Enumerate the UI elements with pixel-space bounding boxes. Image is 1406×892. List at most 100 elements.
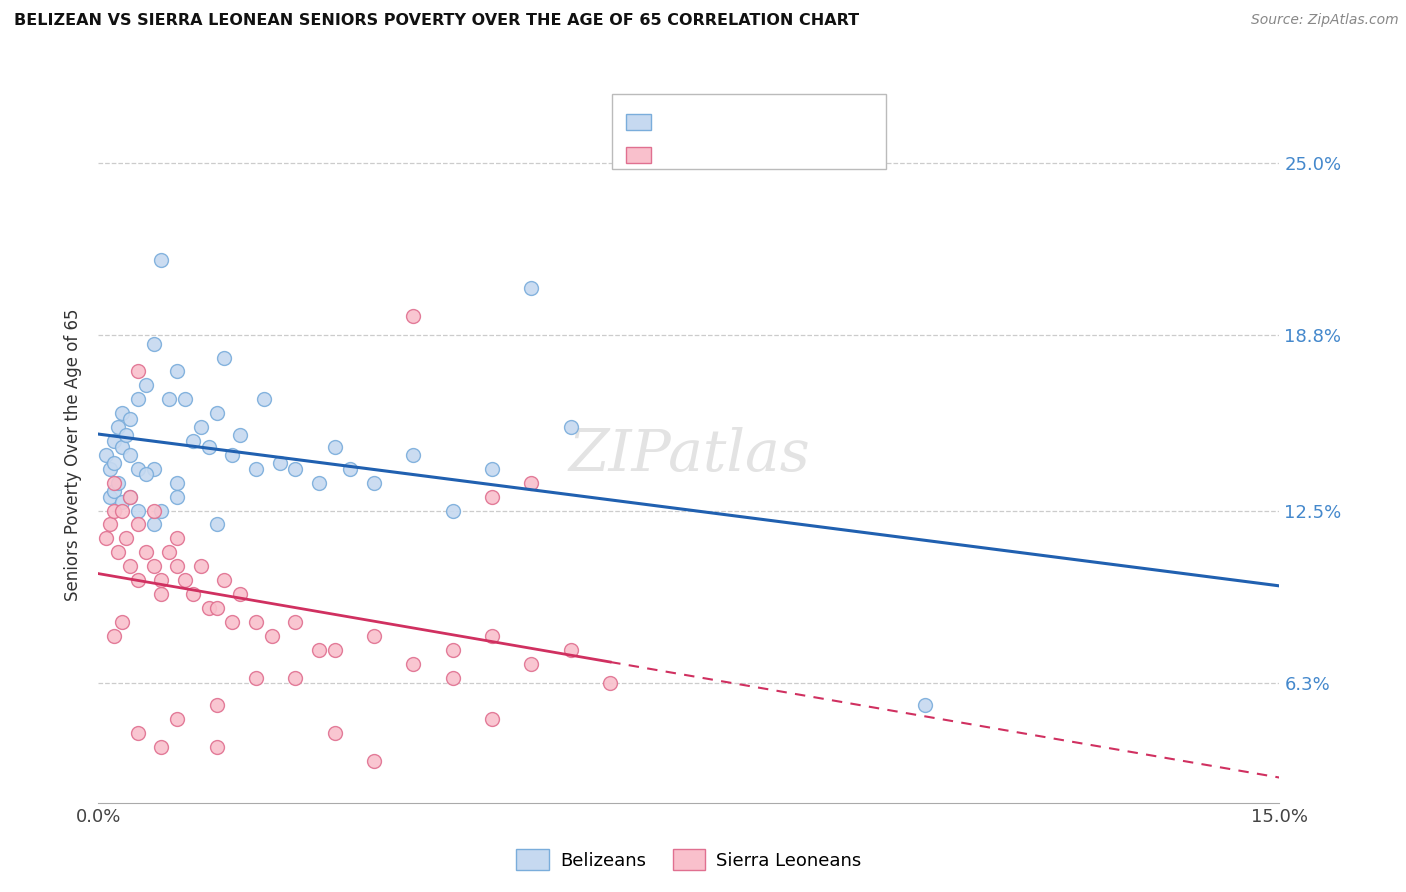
- Point: [599, 676, 621, 690]
- Point: [221, 615, 243, 629]
- Point: [127, 573, 149, 587]
- Point: [142, 503, 165, 517]
- Point: [363, 754, 385, 768]
- Point: [205, 601, 228, 615]
- Point: [245, 462, 267, 476]
- Point: [107, 420, 129, 434]
- Point: [166, 532, 188, 546]
- Point: [363, 629, 385, 643]
- Text: -0.028: -0.028: [696, 112, 749, 129]
- Point: [118, 559, 141, 574]
- Point: [127, 392, 149, 407]
- Point: [157, 392, 180, 407]
- Point: [118, 411, 141, 425]
- Point: [150, 253, 173, 268]
- Point: [339, 462, 361, 476]
- Point: [103, 475, 125, 490]
- Point: [269, 456, 291, 470]
- Point: [221, 448, 243, 462]
- Point: [402, 448, 425, 462]
- Point: [323, 642, 346, 657]
- Text: 56: 56: [792, 145, 814, 163]
- Point: [103, 629, 125, 643]
- Point: [135, 467, 157, 482]
- Point: [205, 517, 228, 532]
- Point: [214, 351, 236, 365]
- Point: [166, 475, 188, 490]
- Point: [308, 475, 330, 490]
- Point: [308, 642, 330, 657]
- Point: [142, 559, 165, 574]
- Point: [103, 434, 125, 448]
- Point: [103, 503, 125, 517]
- Point: [481, 629, 503, 643]
- Point: [481, 712, 503, 726]
- Point: [174, 392, 197, 407]
- Point: [205, 740, 228, 755]
- Point: [190, 420, 212, 434]
- Point: [111, 503, 134, 517]
- Point: [229, 428, 252, 442]
- Point: [96, 532, 118, 546]
- Text: 0.119: 0.119: [699, 145, 747, 163]
- Point: [150, 740, 173, 755]
- Point: [284, 462, 307, 476]
- Text: 52: 52: [792, 112, 814, 129]
- Point: [142, 462, 165, 476]
- Point: [103, 484, 125, 499]
- Text: N =: N =: [745, 145, 793, 163]
- Point: [150, 587, 173, 601]
- Text: BELIZEAN VS SIERRA LEONEAN SENIORS POVERTY OVER THE AGE OF 65 CORRELATION CHART: BELIZEAN VS SIERRA LEONEAN SENIORS POVER…: [14, 13, 859, 29]
- Point: [284, 615, 307, 629]
- Point: [118, 490, 141, 504]
- Point: [98, 490, 121, 504]
- Point: [520, 475, 543, 490]
- Point: [441, 503, 464, 517]
- Point: [205, 406, 228, 420]
- Text: Source: ZipAtlas.com: Source: ZipAtlas.com: [1251, 13, 1399, 28]
- Point: [166, 364, 188, 378]
- Point: [127, 462, 149, 476]
- Text: R =: R =: [661, 145, 697, 163]
- Point: [135, 545, 157, 559]
- Point: [111, 495, 134, 509]
- Point: [284, 671, 307, 685]
- Point: [103, 456, 125, 470]
- Point: [253, 392, 276, 407]
- Point: [166, 559, 188, 574]
- Point: [197, 601, 219, 615]
- Point: [111, 615, 134, 629]
- Point: [118, 448, 141, 462]
- Point: [205, 698, 228, 713]
- Point: [142, 517, 165, 532]
- Point: [402, 657, 425, 671]
- Point: [142, 336, 165, 351]
- Point: [520, 281, 543, 295]
- Point: [98, 517, 121, 532]
- Point: [157, 545, 180, 559]
- Point: [323, 726, 346, 740]
- Point: [260, 629, 283, 643]
- Point: [115, 532, 138, 546]
- Point: [150, 573, 173, 587]
- Point: [127, 726, 149, 740]
- Text: R =: R =: [661, 112, 697, 129]
- Point: [245, 671, 267, 685]
- Point: [323, 440, 346, 454]
- Point: [214, 573, 236, 587]
- Point: [481, 490, 503, 504]
- Point: [118, 490, 141, 504]
- Point: [481, 462, 503, 476]
- Point: [441, 642, 464, 657]
- Point: [166, 712, 188, 726]
- Point: [441, 671, 464, 685]
- Point: [520, 657, 543, 671]
- Point: [111, 406, 134, 420]
- Point: [229, 587, 252, 601]
- Point: [107, 475, 129, 490]
- Point: [181, 587, 204, 601]
- Point: [127, 503, 149, 517]
- Legend: Belizeans, Sierra Leoneans: Belizeans, Sierra Leoneans: [509, 842, 869, 877]
- Point: [107, 545, 129, 559]
- Point: [560, 420, 582, 434]
